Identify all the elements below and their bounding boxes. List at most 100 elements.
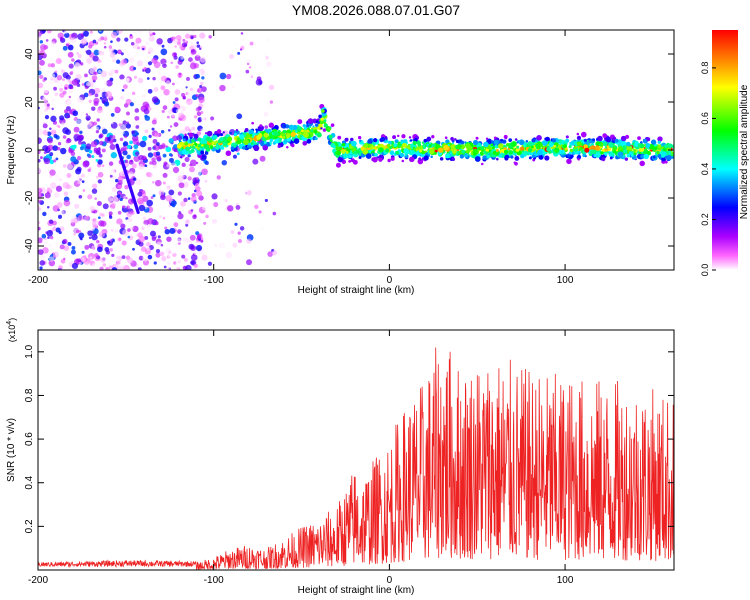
spectrogram-cell: [73, 232, 76, 236]
spectrogram-cell: [117, 210, 122, 215]
spectrogram-cell: [227, 136, 233, 142]
spectrogram-cell: [156, 142, 160, 146]
spectrogram-cell: [64, 30, 68, 34]
spectrogram-cell: [194, 142, 198, 146]
spectrogram-cell: [595, 152, 601, 158]
spectrogram-cell: [151, 157, 156, 162]
spectrogram-cell: [162, 181, 166, 185]
spectrogram-cell: [195, 190, 203, 197]
spectrogram-cell: [137, 51, 141, 55]
colorbar-tick-label: 0.6: [700, 112, 710, 125]
spectrogram-cell: [604, 152, 608, 156]
spectrogram-cell: [196, 111, 202, 117]
spectrogram-cell: [53, 133, 58, 139]
spectrogram-cell: [183, 197, 188, 203]
spectrogram-cell: [203, 197, 207, 201]
spectrogram-cell: [626, 153, 631, 158]
spectrogram-cell: [269, 100, 274, 104]
spectrogram-cell: [236, 145, 239, 148]
spectrogram-cell: [153, 261, 157, 265]
spectrogram-cell: [43, 157, 51, 165]
spectrogram-cell: [59, 210, 65, 216]
spectrogram-cell: [96, 150, 101, 155]
spectrogram-cell: [76, 135, 83, 142]
spectrogram-cell: [48, 259, 56, 267]
spectrogram-cell: [68, 63, 74, 69]
spectrogram-cell: [590, 149, 595, 155]
spectrogram-cell: [38, 35, 42, 40]
spectrogram-cell: [536, 135, 542, 141]
spectrogram-cell: [628, 146, 633, 151]
spectrogram-cell: [232, 154, 238, 159]
spectrogram-cell: [46, 230, 53, 237]
spectrogram-cell: [233, 147, 238, 152]
spectrogram-cell: [111, 196, 119, 203]
spectrogram-cell: [168, 157, 174, 163]
spectrogram-cell: [191, 30, 195, 33]
spectrogram-cell: [251, 121, 255, 125]
spectrogram-cell: [353, 150, 358, 155]
spectrogram-cell: [47, 137, 54, 144]
spectrogram-cell: [190, 42, 194, 46]
spectrogram-cell: [117, 184, 123, 189]
spectrogram-cell: [134, 151, 140, 156]
spectrogram-cell: [155, 151, 161, 156]
spectrogram-cell: [268, 103, 272, 108]
spectrogram-cell: [259, 124, 263, 128]
spectrogram-cell: [135, 125, 140, 129]
spectrogram-cell: [155, 241, 163, 248]
spectrogram-cell: [146, 241, 151, 247]
spectrogram-cell: [150, 196, 154, 200]
spectrogram-cell: [74, 61, 81, 68]
spectrogram-cell: [130, 226, 134, 230]
spectrogram-cell: [612, 146, 617, 151]
spectrogram-cell: [576, 135, 582, 141]
spectrogram-cell: [71, 128, 74, 131]
spectrogram-cell: [642, 148, 649, 154]
spectrogram-cell: [77, 175, 82, 181]
spectrogram-cell: [127, 198, 135, 205]
spectrogram-cell: [180, 200, 186, 207]
spectrogram-cell: [182, 53, 189, 60]
spectrogram-cell: [297, 119, 303, 125]
spectrogram-cell: [297, 126, 302, 130]
spectrogram-cell: [620, 135, 627, 142]
spectrogram-cell: [100, 257, 106, 263]
spectrogram-cell: [623, 149, 628, 154]
spectrogram-cell: [183, 124, 187, 128]
spectrogram-cell: [603, 141, 608, 147]
spectrogram-cell: [166, 258, 172, 265]
spectrogram-cell: [46, 30, 52, 34]
spectrogram-cell: [175, 109, 180, 113]
spectrogram-cell: [348, 159, 352, 163]
spectrogram-cell: [172, 82, 175, 86]
spectrogram-cell: [142, 216, 146, 220]
spectrogram-cell: [227, 205, 234, 212]
spectrogram-cell: [104, 173, 107, 176]
spectrogram-cell: [483, 141, 489, 148]
spectrogram-cell: [263, 53, 268, 57]
spectrogram-cell: [146, 246, 151, 251]
spectrogram-cell: [268, 122, 275, 128]
spectrogram-cell: [237, 231, 241, 235]
spectrogram-cell: [190, 260, 195, 265]
spectrogram-cell: [75, 73, 82, 81]
spectrogram-cell: [45, 166, 51, 171]
spectrogram-cell: [371, 157, 376, 162]
spectrogram-cell: [233, 133, 238, 137]
spectrogram-cell: [196, 176, 199, 180]
spectrogram-cell: [91, 75, 98, 81]
spectrogram-cell: [531, 145, 534, 149]
spectrogram-cell: [115, 258, 119, 262]
spectrogram-cell: [204, 179, 208, 183]
spectrogram-cell: [155, 252, 161, 258]
spectrogram-cell: [175, 209, 179, 213]
spectrogram-cell: [92, 39, 97, 44]
spectrogram-cell: [209, 106, 212, 109]
spectrogram-cell: [206, 130, 213, 137]
spectrogram-cell: [62, 45, 68, 51]
spectrogram-cell: [412, 140, 417, 146]
spectrogram-cell: [560, 149, 565, 154]
spectrogram-cell: [142, 223, 148, 230]
spectrogram-cell: [108, 265, 113, 269]
